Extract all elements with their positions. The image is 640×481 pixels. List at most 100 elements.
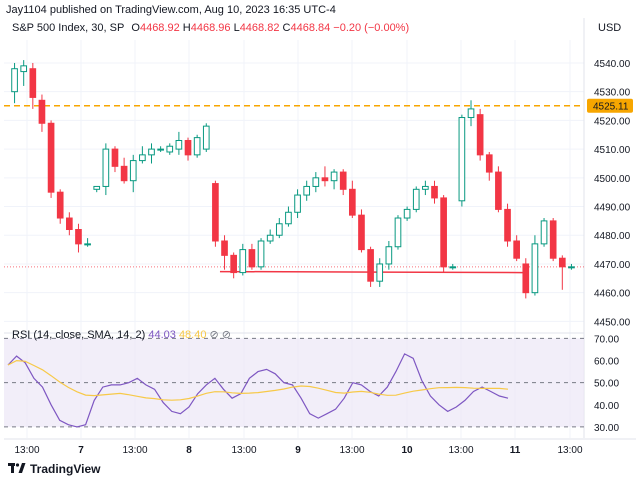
high-label: H <box>182 22 191 34</box>
close-value: 4468.84 <box>290 22 331 34</box>
candle-up <box>239 249 247 274</box>
rsi-value: 44.03 <box>148 329 176 341</box>
change-value: −0.20 (−0.00%) <box>333 22 410 34</box>
candle-up <box>20 65 28 73</box>
time-tick-label: 13:00 <box>557 445 582 456</box>
candle-down <box>549 220 557 259</box>
candle-up <box>193 137 201 156</box>
rsi-tick-label: 40.00 <box>594 401 619 412</box>
candle-down <box>495 171 502 210</box>
candle-up <box>403 208 411 219</box>
candle-down <box>321 177 329 182</box>
rsi-label[interactable]: RSI (14, close, SMA, 14, 2) <box>12 329 146 341</box>
close-label: C <box>282 22 291 34</box>
rsi-tick-label: 70.00 <box>594 334 619 345</box>
candle-down <box>513 240 520 259</box>
candle-up <box>84 243 91 246</box>
candle-up <box>148 148 155 156</box>
price-tick-label: 4480.00 <box>594 231 631 242</box>
rsi-tick-label: 30.00 <box>594 423 619 434</box>
candle-up <box>275 223 283 236</box>
candle-down <box>522 263 530 294</box>
symbol-legend: S&P 500 Index, 30, SP O4468.92 H4468.96 … <box>12 22 409 34</box>
candle-up <box>449 266 457 269</box>
candle-up <box>129 160 137 182</box>
candle-up <box>93 185 101 190</box>
price-tick-label: 4500.00 <box>594 174 631 185</box>
tradingview-logo-icon <box>8 463 26 473</box>
candle-up <box>568 266 575 269</box>
rsi-legend: RSI (14, close, SMA, 14, 2) 44.03 48.40 … <box>12 328 231 341</box>
candle-up <box>330 171 338 182</box>
time-tick-label: 10 <box>401 445 413 456</box>
low-label: L <box>233 22 240 34</box>
candle-up <box>294 194 301 213</box>
candle-down <box>367 249 374 282</box>
price-tick-label: 4490.00 <box>594 203 631 214</box>
time-tick-label: 11 <box>510 445 521 456</box>
high-value: 4468.96 <box>190 22 231 34</box>
time-tick-label: 8 <box>186 445 192 456</box>
candle-up <box>458 117 466 202</box>
candle-down <box>349 188 356 216</box>
price-tick-label: 4460.00 <box>594 289 631 300</box>
candle-down <box>558 257 566 268</box>
price-tick-label: 4520.00 <box>594 116 631 127</box>
candle-down <box>476 114 484 156</box>
currency-label[interactable]: USD <box>598 22 622 34</box>
time-tick-label: 13:00 <box>122 445 147 456</box>
candle-up <box>531 243 539 294</box>
candle-down <box>56 191 64 219</box>
tradingview-wordmark: TradingView <box>30 462 101 476</box>
candle-up <box>303 185 311 196</box>
candle-up <box>394 217 402 248</box>
rsi-tick-label: 50.00 <box>594 379 619 390</box>
rsi-line <box>7 353 509 428</box>
resistance-price-label: 4525.11 <box>593 102 629 113</box>
candle-down <box>230 254 237 274</box>
candle-up <box>11 68 18 93</box>
no-entry-icon[interactable]: ⊘ ⊘ <box>209 329 232 341</box>
candle-up <box>157 148 164 151</box>
candle-down <box>440 197 447 268</box>
candle-down <box>485 154 493 173</box>
candle-up <box>422 185 429 190</box>
candle-down <box>75 229 82 245</box>
tradingview-logo: TradingView <box>8 462 100 476</box>
candle-down <box>221 240 228 256</box>
rsi-tick-label: 60.00 <box>594 357 619 368</box>
candle-down <box>47 122 55 193</box>
symbol-name[interactable]: S&P 500 Index, 30, SP <box>12 22 125 34</box>
time-tick-label: 13:00 <box>14 445 39 456</box>
time-tick-label: 13:00 <box>448 445 473 456</box>
candle-up <box>166 145 174 153</box>
price-tick-label: 4510.00 <box>594 145 631 156</box>
candle-up <box>102 148 110 187</box>
open-label: O <box>131 22 140 34</box>
candle-down <box>66 217 73 231</box>
candle-up <box>467 108 475 119</box>
candle-down <box>212 183 219 242</box>
candle-up <box>257 240 265 268</box>
resistance-price-tag <box>587 98 633 113</box>
rsi-sma-line <box>7 359 509 401</box>
candle-up <box>312 177 320 187</box>
candle-up <box>175 139 183 150</box>
time-tick-label: 9 <box>295 445 301 456</box>
candle-up <box>385 246 393 265</box>
candle-up <box>376 263 384 282</box>
price-tick-label: 4530.00 <box>594 88 631 99</box>
candle-up <box>285 211 292 225</box>
candle-up <box>139 154 146 162</box>
candle-down <box>504 208 511 242</box>
time-tick-label: 13:00 <box>231 445 256 456</box>
candle-up <box>540 220 548 245</box>
candle-down <box>111 148 119 167</box>
low-value: 4468.82 <box>239 22 280 34</box>
time-tick-label: 7 <box>78 445 84 456</box>
candle-up <box>202 125 210 150</box>
candle-down <box>248 249 256 268</box>
open-value: 4468.92 <box>139 22 180 34</box>
price-tick-label: 4540.00 <box>594 59 631 70</box>
